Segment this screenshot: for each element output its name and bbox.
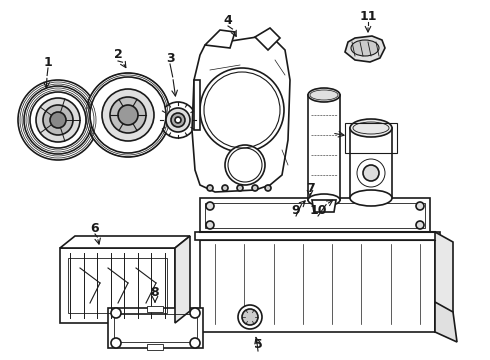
Circle shape (111, 308, 121, 318)
Circle shape (190, 308, 200, 318)
Text: 9: 9 (292, 203, 300, 216)
Circle shape (102, 89, 154, 141)
Circle shape (160, 102, 196, 138)
Circle shape (86, 73, 170, 157)
Circle shape (43, 105, 73, 135)
Ellipse shape (350, 119, 392, 137)
Polygon shape (435, 232, 453, 332)
Polygon shape (205, 30, 235, 48)
Ellipse shape (351, 40, 379, 56)
Text: 6: 6 (91, 221, 99, 234)
Bar (68, 258, 167, 313)
Circle shape (206, 202, 214, 210)
Ellipse shape (350, 190, 392, 206)
Circle shape (265, 185, 271, 191)
Polygon shape (194, 80, 200, 130)
Text: 5: 5 (254, 338, 262, 351)
Bar (308, 95, 340, 200)
Circle shape (30, 92, 86, 148)
Circle shape (200, 68, 284, 152)
Polygon shape (435, 302, 457, 342)
Circle shape (24, 86, 92, 154)
Circle shape (242, 309, 258, 325)
Polygon shape (345, 36, 385, 62)
Circle shape (416, 221, 424, 229)
Circle shape (206, 221, 214, 229)
Bar (350, 128, 392, 198)
Text: 11: 11 (359, 9, 377, 22)
Circle shape (18, 80, 98, 160)
Bar (60, 248, 175, 323)
Circle shape (207, 185, 213, 191)
Bar (114, 314, 197, 342)
Circle shape (171, 113, 185, 127)
Circle shape (252, 185, 258, 191)
Text: 1: 1 (44, 55, 52, 68)
Text: 3: 3 (166, 51, 174, 64)
Bar (200, 232, 435, 332)
Circle shape (238, 305, 262, 329)
Circle shape (175, 117, 181, 123)
Polygon shape (255, 28, 280, 50)
Bar (147, 344, 163, 350)
Bar (108, 308, 203, 348)
Circle shape (36, 98, 80, 142)
Circle shape (166, 108, 190, 132)
Ellipse shape (308, 88, 340, 102)
Text: 7: 7 (306, 181, 315, 194)
Circle shape (90, 77, 166, 153)
Bar (205, 203, 425, 228)
Circle shape (111, 338, 121, 348)
Circle shape (118, 105, 138, 125)
Text: 8: 8 (151, 285, 159, 298)
Polygon shape (312, 200, 336, 212)
Polygon shape (195, 232, 440, 240)
Text: 4: 4 (223, 13, 232, 27)
Text: 2: 2 (114, 49, 122, 62)
Circle shape (237, 185, 243, 191)
Bar (147, 306, 163, 312)
Circle shape (222, 185, 228, 191)
Text: 10: 10 (309, 203, 327, 216)
Circle shape (110, 97, 146, 133)
Circle shape (50, 112, 66, 128)
Bar (200, 198, 430, 233)
Polygon shape (175, 236, 190, 323)
Circle shape (363, 165, 379, 181)
Circle shape (190, 338, 200, 348)
Ellipse shape (308, 194, 340, 206)
Circle shape (416, 202, 424, 210)
Bar (345, 123, 397, 153)
Circle shape (225, 145, 265, 185)
Polygon shape (192, 35, 290, 192)
Polygon shape (60, 236, 190, 248)
